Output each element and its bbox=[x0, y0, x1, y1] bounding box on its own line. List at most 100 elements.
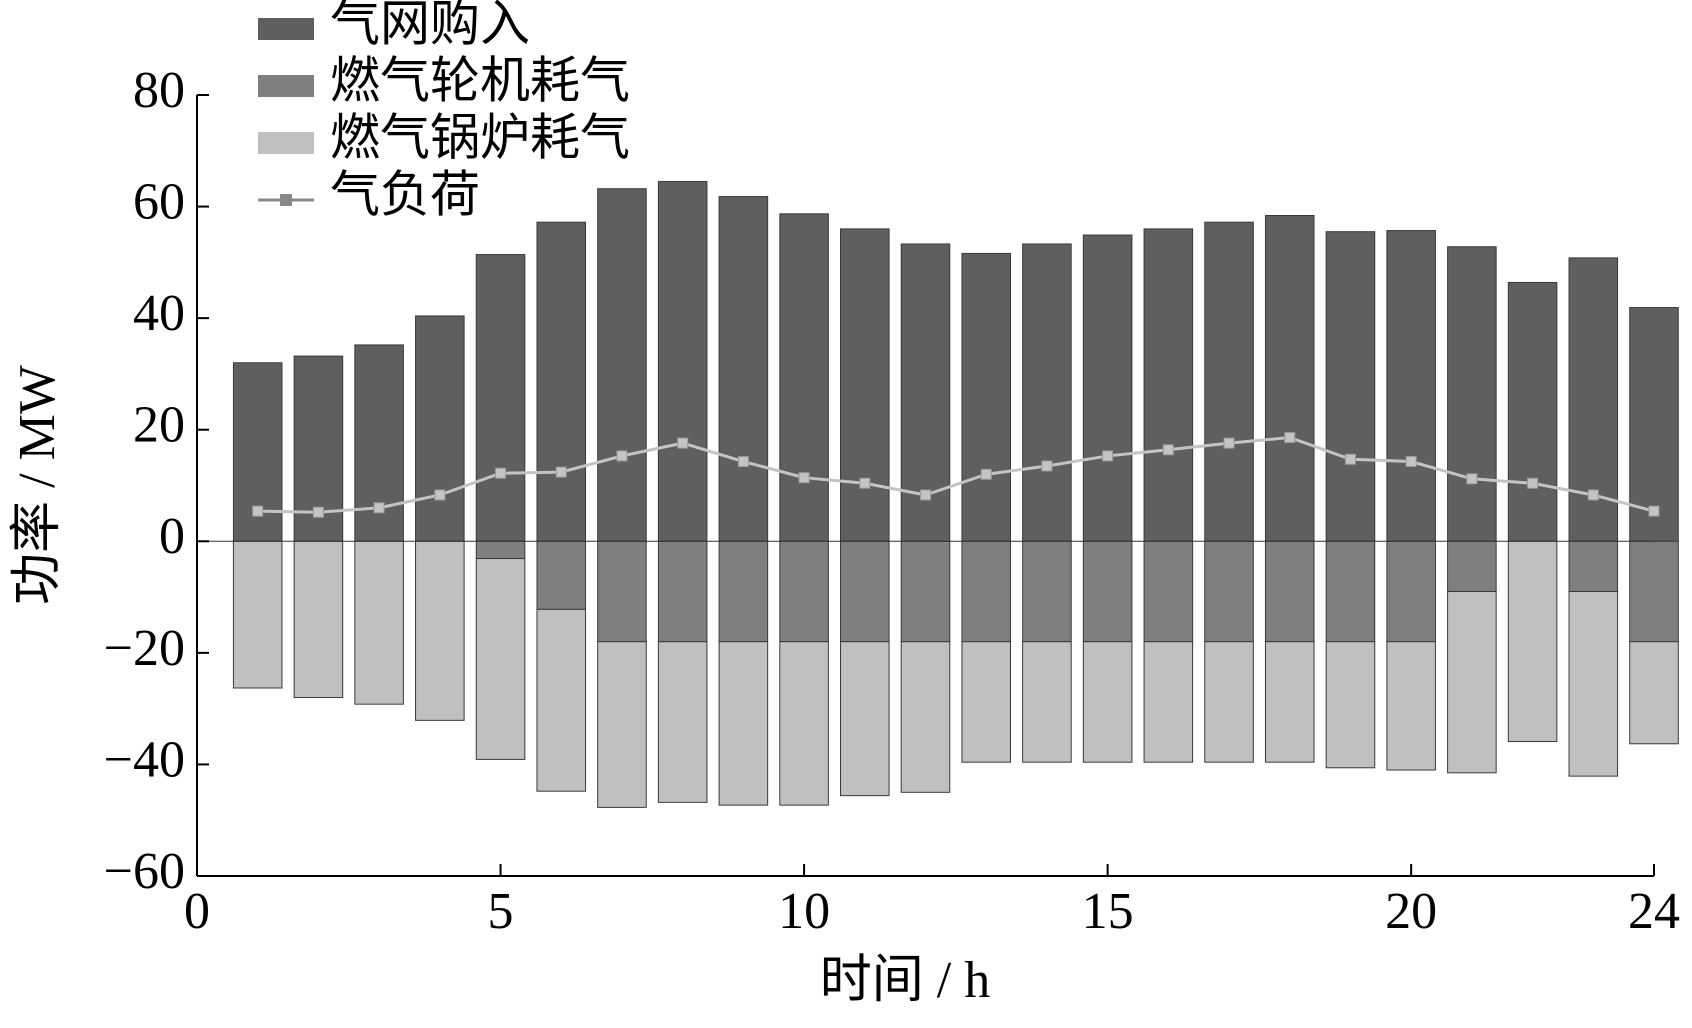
bar bbox=[840, 641, 890, 797]
y-tick-label: −40 bbox=[104, 731, 185, 788]
bar bbox=[900, 641, 951, 793]
bar bbox=[779, 641, 829, 806]
bar bbox=[415, 540, 465, 721]
line-marker bbox=[1102, 450, 1114, 462]
line-marker bbox=[1284, 432, 1296, 444]
legend-label: 气网购入 bbox=[330, 0, 530, 51]
bar bbox=[354, 540, 404, 705]
legend-swatch bbox=[258, 75, 314, 97]
x-tick-label: 10 bbox=[778, 883, 830, 940]
bar bbox=[1082, 234, 1133, 542]
x-axis-title: 时间 / h bbox=[820, 952, 990, 1009]
bar bbox=[1447, 590, 1497, 774]
line-marker bbox=[1344, 453, 1356, 465]
bar bbox=[779, 213, 829, 542]
bar bbox=[475, 254, 526, 542]
legend-swatch bbox=[280, 194, 292, 206]
bar bbox=[1143, 641, 1194, 763]
y-tick-label: 80 bbox=[133, 62, 185, 119]
line-marker bbox=[859, 477, 871, 489]
legend-label: 燃气锅炉耗气 bbox=[330, 109, 630, 165]
bar bbox=[1447, 540, 1497, 592]
line-marker bbox=[373, 502, 385, 514]
bar bbox=[536, 221, 587, 542]
line-marker bbox=[1648, 505, 1660, 517]
line-marker bbox=[1162, 444, 1174, 456]
bar bbox=[293, 540, 344, 698]
x-tick-label: 5 bbox=[488, 883, 514, 940]
bar bbox=[597, 188, 647, 542]
bar bbox=[779, 540, 829, 643]
bar bbox=[1143, 228, 1194, 542]
bar bbox=[840, 228, 890, 542]
bar bbox=[597, 540, 647, 643]
bar bbox=[1082, 540, 1133, 643]
line-marker bbox=[495, 467, 507, 479]
line-marker bbox=[737, 456, 749, 468]
bar bbox=[1325, 231, 1376, 542]
bar bbox=[1629, 540, 1679, 643]
line-marker bbox=[1466, 473, 1478, 485]
bar bbox=[900, 540, 951, 643]
line bbox=[257, 435, 1655, 514]
bar bbox=[597, 641, 647, 808]
line-marker bbox=[1587, 489, 1599, 501]
y-tick-label: 40 bbox=[133, 285, 185, 342]
bar bbox=[1568, 540, 1619, 592]
line-marker bbox=[434, 489, 446, 501]
y-tick-label: −20 bbox=[104, 620, 185, 677]
x-tick-label: 15 bbox=[1082, 883, 1134, 940]
line-marker bbox=[555, 466, 567, 478]
bar bbox=[1568, 590, 1619, 777]
bar bbox=[1629, 307, 1679, 542]
bar bbox=[840, 540, 890, 643]
line-marker bbox=[980, 468, 992, 480]
bar bbox=[1386, 641, 1436, 771]
bar bbox=[1386, 540, 1436, 643]
line-marker bbox=[1041, 460, 1053, 472]
bar bbox=[1507, 281, 1558, 542]
line-marker bbox=[1223, 437, 1235, 449]
bar bbox=[1447, 246, 1497, 542]
x-tick-label: 0 bbox=[184, 883, 210, 940]
bar bbox=[1386, 230, 1436, 542]
bar bbox=[961, 540, 1011, 643]
bar bbox=[961, 641, 1011, 763]
line-marker bbox=[1405, 456, 1417, 468]
bar bbox=[1204, 221, 1254, 542]
line-marker bbox=[798, 472, 810, 484]
bar bbox=[475, 540, 526, 560]
bar bbox=[1204, 641, 1254, 763]
y-tick-label: 20 bbox=[133, 397, 185, 454]
bar bbox=[1264, 641, 1315, 763]
y-tick-label: 60 bbox=[133, 174, 185, 231]
bar bbox=[536, 540, 587, 610]
bar bbox=[1143, 540, 1194, 643]
legend-label: 气负荷 bbox=[330, 166, 480, 222]
bar bbox=[657, 180, 708, 542]
y-axis-title: 功率 / MW bbox=[9, 365, 66, 605]
bar bbox=[1022, 540, 1072, 643]
bar bbox=[1082, 641, 1133, 763]
legend-swatch bbox=[258, 132, 314, 154]
bar bbox=[232, 540, 283, 689]
bar bbox=[1022, 243, 1072, 542]
bar bbox=[1264, 214, 1315, 542]
bar bbox=[718, 641, 769, 806]
line-marker bbox=[252, 505, 264, 517]
bar bbox=[1507, 540, 1558, 743]
line-marker bbox=[312, 506, 324, 518]
bar bbox=[475, 558, 526, 760]
line-marker bbox=[677, 437, 689, 449]
bar bbox=[1325, 540, 1376, 643]
line-marker bbox=[1527, 477, 1539, 489]
legend-swatch bbox=[258, 18, 314, 40]
y-tick-label: −60 bbox=[104, 843, 185, 900]
bar bbox=[718, 196, 769, 542]
legend-label: 燃气轮机耗气 bbox=[330, 52, 630, 108]
bar bbox=[1629, 641, 1679, 745]
y-tick-label: 0 bbox=[159, 508, 185, 565]
line-marker bbox=[920, 489, 931, 501]
